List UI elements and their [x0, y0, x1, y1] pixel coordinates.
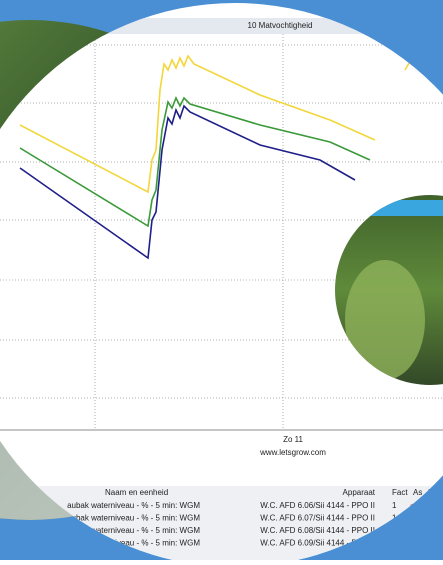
column-header: Naam en eenheid — [105, 488, 168, 497]
column-header: As — [413, 488, 422, 497]
date-label: Zo 11 — [283, 435, 303, 444]
table-cell: aubak waterniveau - % - 5 min: WGM — [67, 501, 200, 510]
table-cell: W.C. AFD 6.06/Sii 4144 - PPO II — [260, 501, 375, 510]
website: www.letsgrow.com — [259, 448, 326, 457]
line-green — [19, 96, 371, 228]
table-cell: W.C. AFD 6.09/Sii 4144 - PPO II — [260, 539, 375, 548]
table-cell: W.C. AFD 6.07/Sii 4144 - PPO II — [260, 514, 375, 523]
line-yellow — [19, 54, 376, 194]
table-cell: aubak waterniveau - % - 5 min: WGM — [67, 514, 200, 523]
line-navy — [19, 104, 356, 260]
table-cell: W.C. AFD 6.08/Sii 4144 - PPO II — [260, 526, 375, 535]
column-header: Apparaat — [343, 488, 376, 497]
table-cell: 1 — [392, 501, 397, 510]
column-header: Fact — [392, 488, 408, 497]
chart-title: 10 Matvochtigheid — [248, 21, 313, 30]
table-cell: aubak waterniveau - % - 5 min: WGM — [67, 526, 200, 535]
table-cell: aubak waterniveau - % - 5 min: WGM — [67, 539, 200, 548]
